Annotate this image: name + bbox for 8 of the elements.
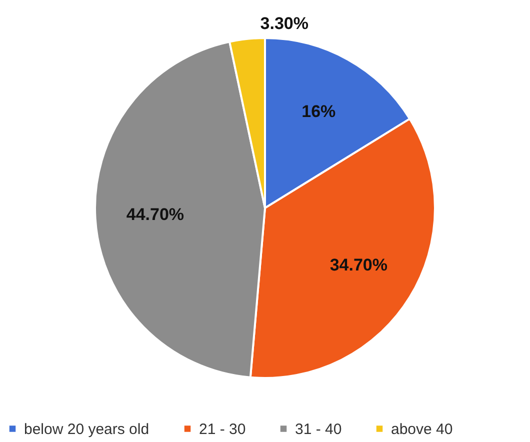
data-label: 34.70% <box>330 256 388 275</box>
data-label: 44.70% <box>126 204 184 224</box>
legend-label: 31 - 40 <box>295 420 342 438</box>
legend-label: 21 - 30 <box>199 420 246 438</box>
data-label: 16% <box>302 102 336 121</box>
legend-label: below 20 years old <box>24 420 150 438</box>
data-label: 3.30% <box>260 14 308 34</box>
legend-label: above 40 <box>391 420 453 438</box>
